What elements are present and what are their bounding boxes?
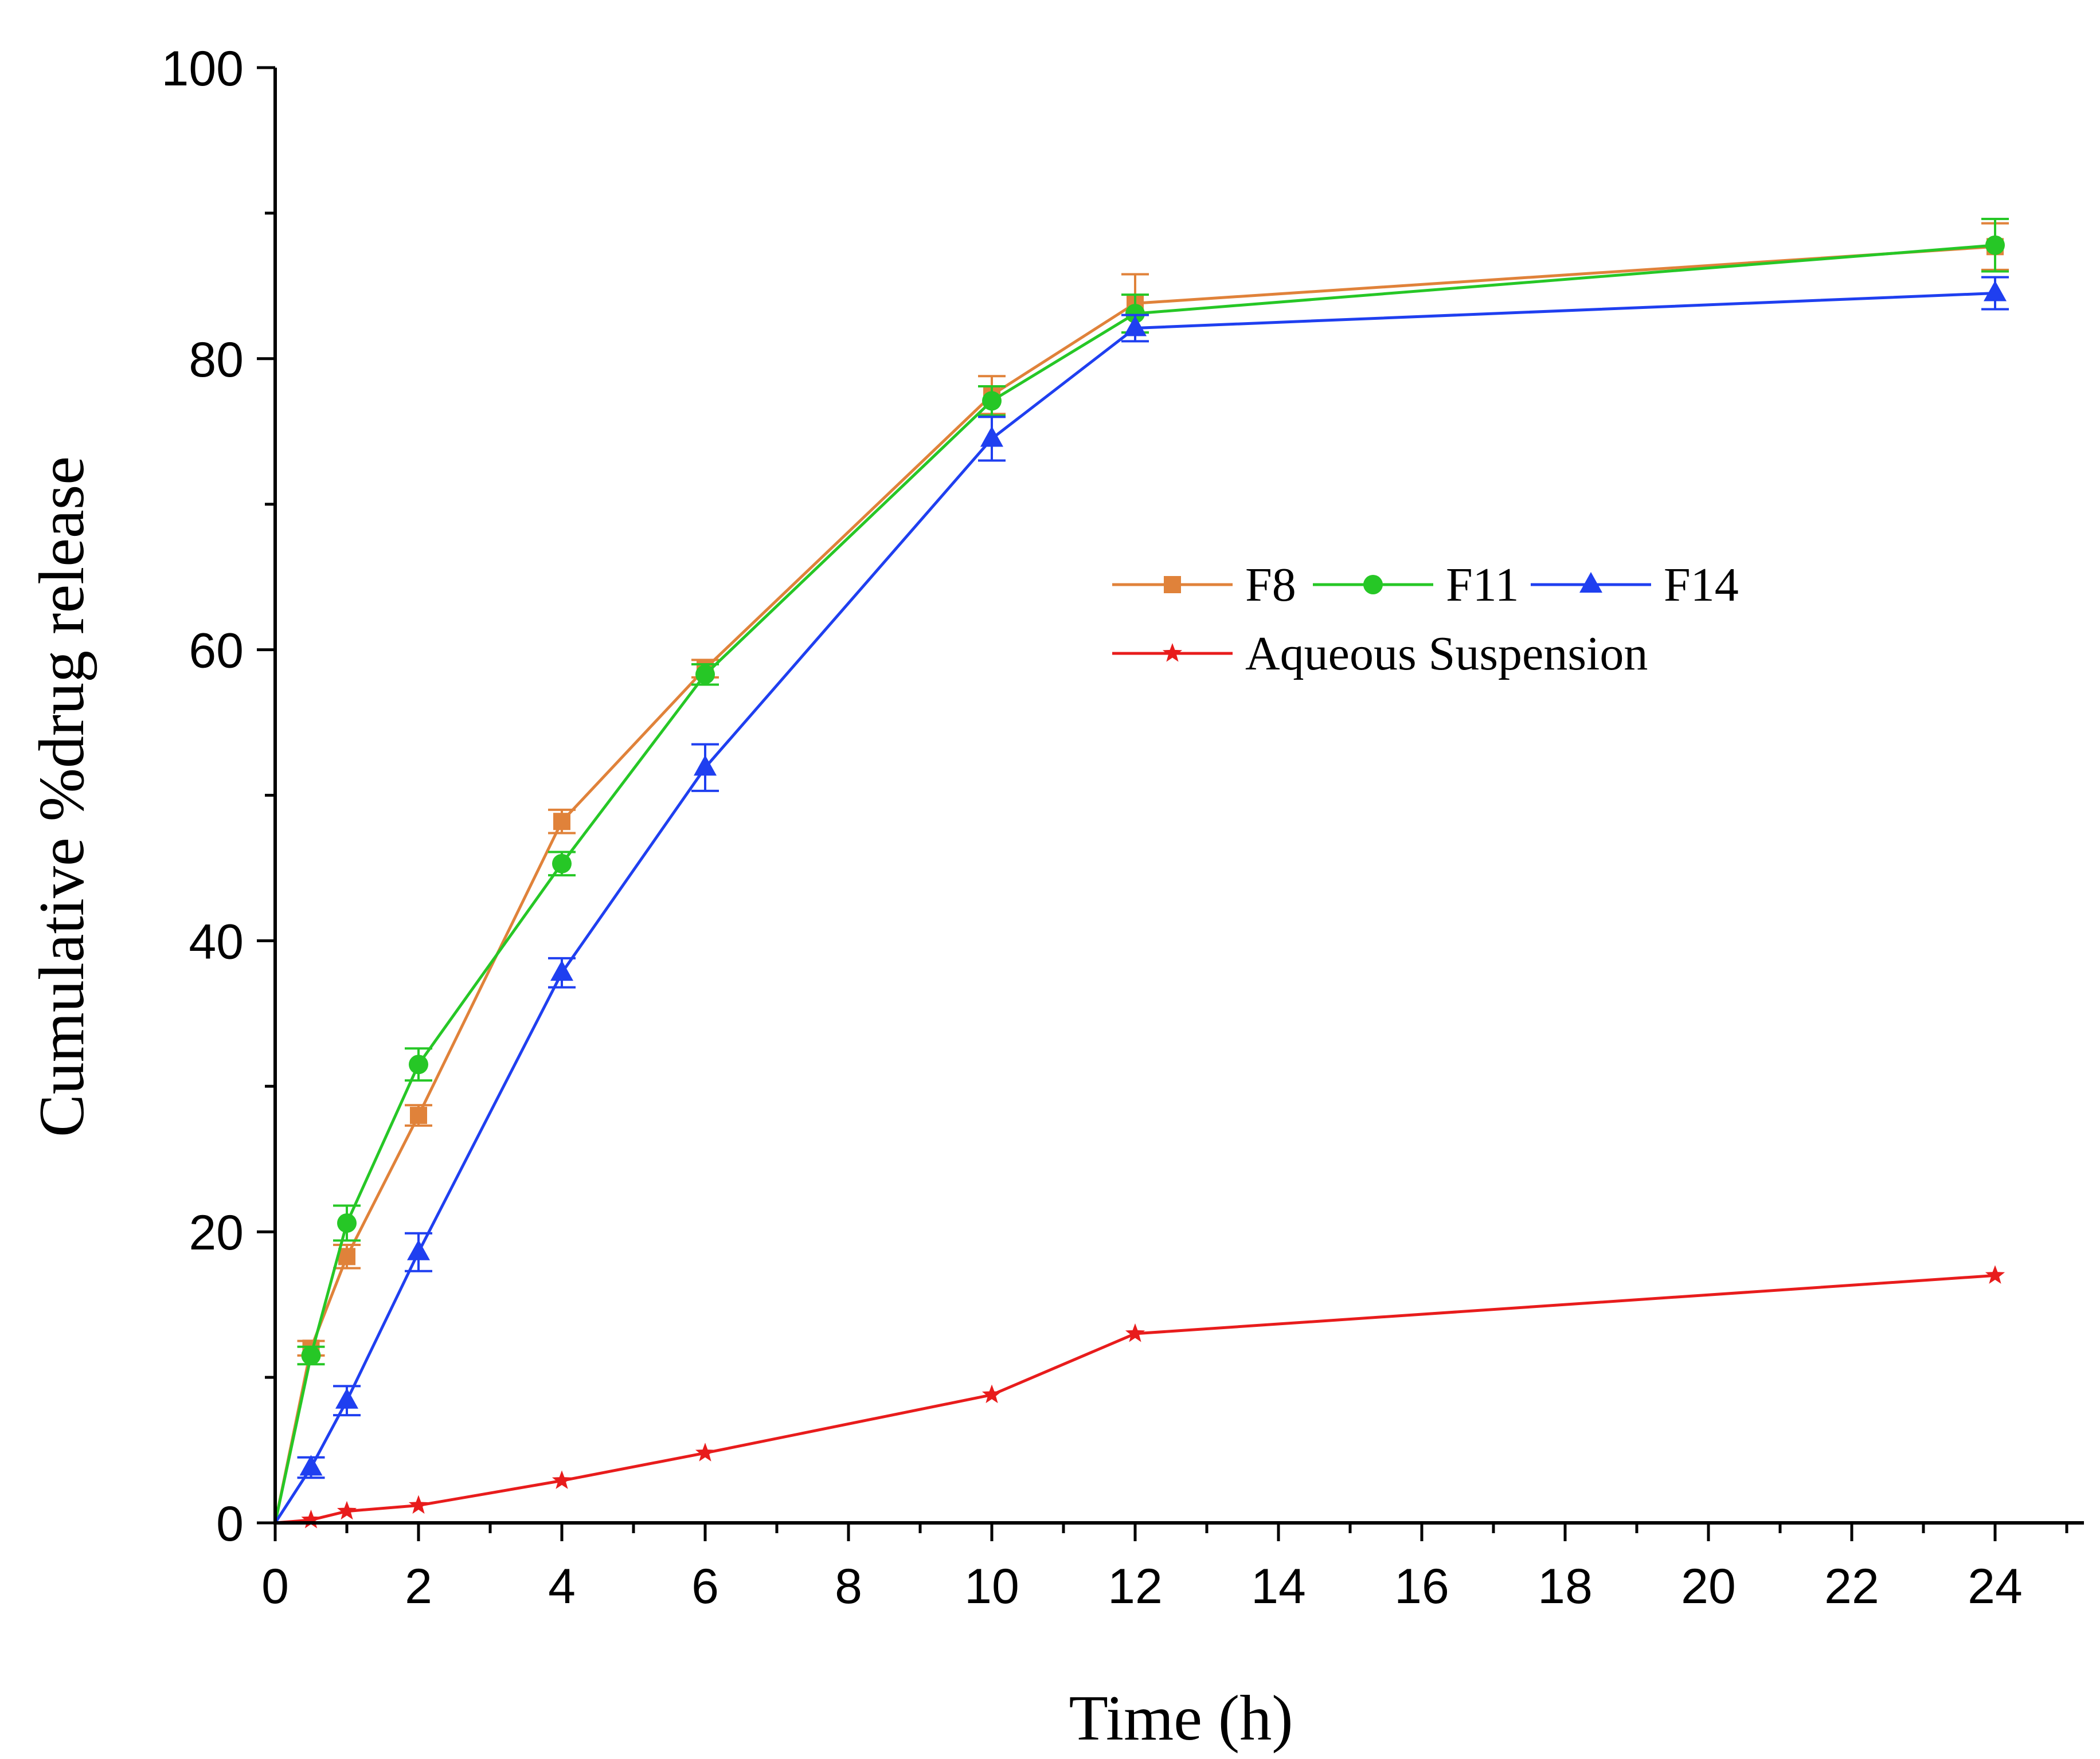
series-f14	[273, 276, 2009, 1524]
data-point	[552, 853, 572, 873]
y-axis-title: Cumulative %drug release	[26, 456, 97, 1137]
x-tick-label: 18	[1538, 1559, 1593, 1614]
series-f11	[273, 218, 2009, 1523]
x-tick-label: 12	[1108, 1559, 1163, 1614]
data-point	[410, 1107, 427, 1125]
legend-marker	[1363, 575, 1383, 594]
data-point	[1124, 315, 1147, 336]
x-tick-label: 10	[964, 1559, 1019, 1614]
x-tick-label: 16	[1394, 1559, 1449, 1614]
data-point	[694, 755, 717, 776]
plot-series	[273, 218, 2009, 1529]
data-point	[337, 1213, 357, 1233]
legend-label: F8	[1245, 558, 1296, 612]
data-point	[552, 1470, 572, 1489]
data-point	[981, 1384, 1002, 1404]
x-tick-label: 22	[1824, 1559, 1879, 1614]
legend-label: F11	[1446, 558, 1519, 612]
series-line	[273, 292, 1996, 1524]
x-tick-label: 24	[1968, 1559, 2023, 1614]
y-tick-label: 60	[189, 624, 244, 679]
ticks	[257, 66, 2068, 1541]
x-tick-label: 2	[405, 1559, 432, 1614]
legend-label: F14	[1664, 558, 1739, 612]
data-point	[301, 1346, 321, 1366]
y-tick-label: 40	[189, 914, 244, 969]
x-tick-label: 8	[835, 1559, 862, 1614]
data-point	[409, 1055, 428, 1075]
series-f8	[273, 222, 2009, 1523]
data-point	[1985, 235, 2005, 255]
x-tick-label: 14	[1251, 1559, 1306, 1614]
x-axis-title: Time (h)	[1069, 1683, 1293, 1754]
legend-label: Aqueous Suspension	[1245, 627, 1648, 680]
series-line	[275, 1274, 1996, 1525]
data-point	[550, 960, 573, 981]
legend-marker	[1162, 643, 1183, 662]
data-point	[695, 664, 715, 684]
series-aqueous-suspension	[275, 1265, 2005, 1529]
data-point	[338, 1248, 355, 1266]
legend: F8 F11 F14 Aqueous Suspension	[1112, 558, 1739, 680]
data-point	[1125, 1323, 1145, 1342]
data-point	[982, 391, 1002, 411]
data-point	[301, 1509, 321, 1529]
legend-marker	[1164, 576, 1181, 593]
data-point	[980, 426, 1003, 447]
data-point	[1125, 304, 1145, 324]
data-point	[408, 1495, 429, 1514]
legend-marker	[1579, 572, 1602, 593]
data-point	[1984, 280, 2007, 301]
data-point	[299, 1455, 323, 1476]
y-tick-label: 80	[189, 332, 244, 387]
x-tick-label: 0	[261, 1559, 289, 1614]
y-tick-label: 0	[216, 1496, 244, 1552]
axes	[273, 68, 2084, 1525]
data-point	[407, 1239, 430, 1260]
data-point	[695, 1443, 715, 1462]
data-point	[337, 1501, 357, 1520]
y-tick-label: 100	[162, 41, 244, 96]
y-tick-label: 20	[189, 1205, 244, 1260]
x-tick-label: 20	[1681, 1559, 1736, 1614]
x-tick-label: 4	[548, 1559, 576, 1614]
data-point	[553, 813, 570, 830]
x-tick-label: 6	[691, 1559, 719, 1614]
data-point	[335, 1388, 358, 1409]
data-point	[1985, 1265, 2005, 1284]
